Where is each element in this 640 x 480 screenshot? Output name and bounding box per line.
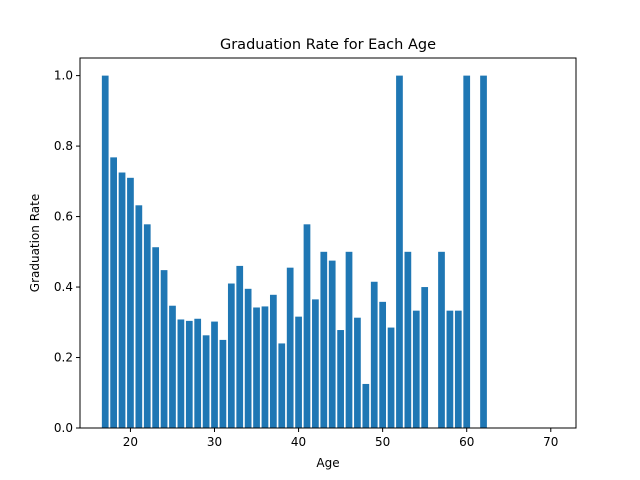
x-tick-label: 40	[291, 435, 306, 449]
x-tick-label: 20	[123, 435, 138, 449]
bar-age-60	[463, 75, 471, 429]
bar-age-59	[454, 310, 462, 428]
bar-age-26	[177, 319, 185, 428]
x-tick-label: 70	[543, 435, 558, 449]
bar-age-47	[354, 317, 361, 428]
bar-age-62	[480, 75, 487, 429]
bar-age-23	[152, 247, 160, 428]
bar-age-43	[320, 251, 328, 428]
x-tick-label: 50	[375, 435, 390, 449]
y-tick-label: 0.2	[54, 351, 73, 365]
bar-age-28	[194, 318, 202, 428]
bar-age-42	[312, 299, 319, 428]
bar-age-46	[345, 251, 353, 428]
bar-age-17	[101, 75, 109, 429]
x-tick-label: 30	[207, 435, 222, 449]
bar-age-57	[438, 251, 445, 428]
bar-age-45	[337, 330, 344, 428]
bar-age-22	[143, 224, 151, 428]
bar-age-30	[211, 321, 218, 428]
bar-age-44	[328, 260, 336, 428]
y-tick-label: 0.0	[54, 421, 73, 435]
bar-age-37	[269, 294, 277, 428]
x-axis-ticks: 20 30 40 50 60 70	[123, 428, 558, 449]
bar-age-39	[286, 267, 294, 428]
bar-age-40	[295, 316, 302, 428]
bar-age-52	[396, 75, 403, 429]
y-tick-label: 0.6	[54, 210, 73, 224]
bar-age-50	[379, 301, 387, 428]
y-tick-label: 1.0	[54, 69, 73, 83]
bar-age-54	[412, 310, 420, 428]
bar-age-53	[404, 251, 412, 428]
bar-age-25	[169, 305, 176, 428]
bar-age-21	[135, 205, 143, 428]
x-axis-label: Age	[316, 456, 339, 470]
bar-age-24	[160, 270, 168, 428]
bar-age-33	[236, 265, 244, 428]
bar-age-34	[244, 288, 252, 428]
x-tick-label: 60	[459, 435, 474, 449]
bar-age-29	[202, 335, 210, 428]
bar-age-18	[110, 157, 117, 428]
bar-age-48	[362, 383, 370, 428]
bar-age-58	[446, 310, 454, 428]
bar-age-38	[278, 343, 286, 428]
y-tick-label: 0.4	[54, 280, 73, 294]
bar-age-32	[227, 283, 235, 428]
bar-age-49	[370, 281, 378, 428]
bar-age-36	[261, 306, 269, 428]
bar-age-20	[127, 177, 134, 428]
bar-age-27	[185, 320, 193, 428]
bar-age-41	[303, 224, 311, 428]
bar-age-51	[387, 327, 395, 428]
bars-group	[101, 75, 487, 429]
bar-age-35	[253, 307, 260, 428]
bar-age-19	[118, 172, 126, 428]
plot-frame	[79, 57, 577, 429]
y-tick-label: 0.8	[54, 139, 73, 153]
chart-title: Graduation Rate for Each Age	[220, 37, 436, 53]
y-axis-label: Graduation Rate	[28, 194, 42, 292]
bar-age-31	[219, 339, 227, 428]
bar-age-55	[421, 287, 429, 428]
y-axis-ticks: 0.0 0.2 0.4 0.6 0.8 1.0	[54, 69, 80, 435]
